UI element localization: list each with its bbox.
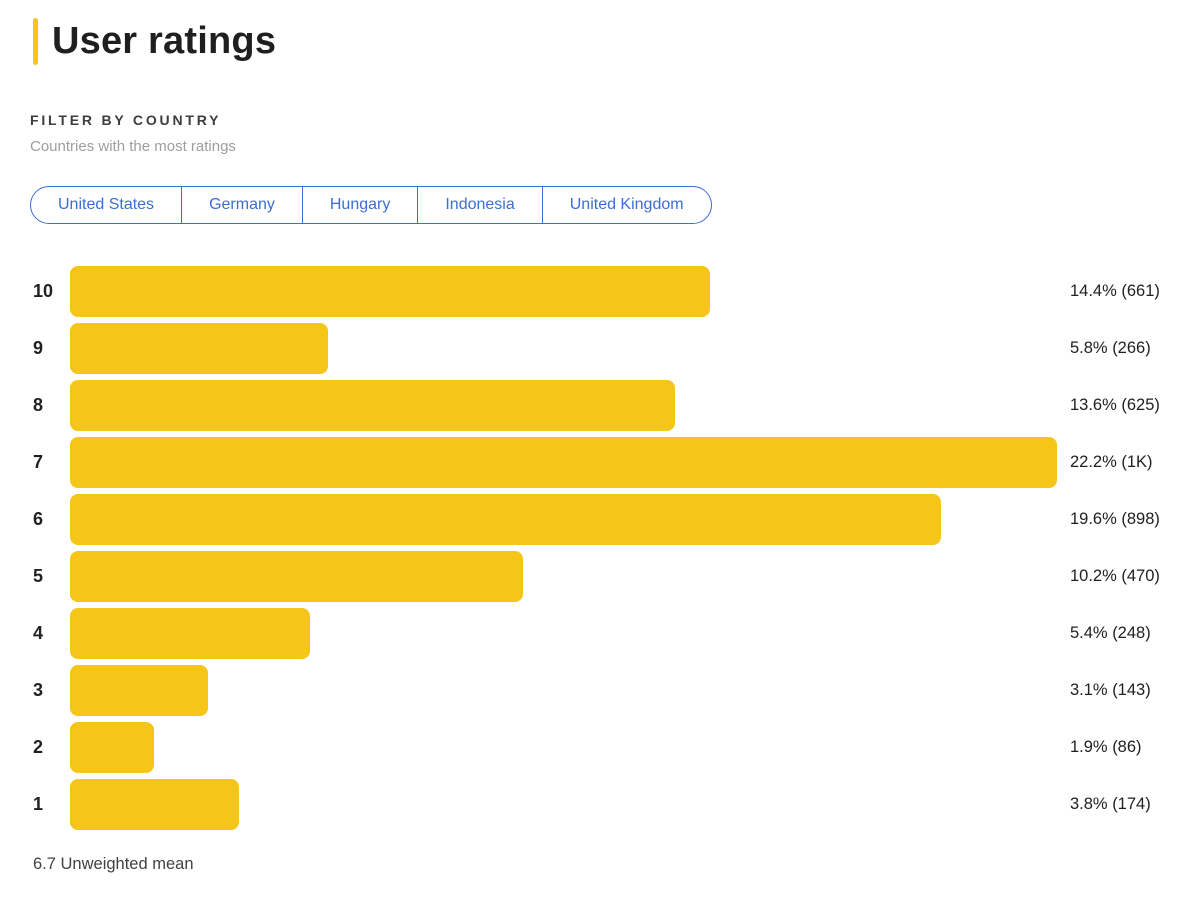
rating-bar[interactable] (70, 779, 239, 830)
rating-row: 10 14.4% (661) (30, 266, 1170, 317)
unweighted-mean-label: 6.7 Unweighted mean (33, 855, 194, 873)
rating-bar[interactable] (70, 323, 328, 374)
user-ratings-page: User ratings FILTER BY COUNTRY Countries… (30, 15, 1170, 873)
value-label: 1.9% (86) (1070, 738, 1142, 756)
bar-track (70, 722, 1057, 773)
rating-row: 6 19.6% (898) (30, 494, 1170, 545)
filter-sublabel: Countries with the most ratings (30, 138, 236, 155)
bar-track (70, 608, 1057, 659)
value-label: 5.4% (248) (1070, 624, 1151, 642)
rating-row: 4 5.4% (248) (30, 608, 1170, 659)
rating-bar[interactable] (70, 380, 675, 431)
rating-row: 9 5.8% (266) (30, 323, 1170, 374)
rating-bar[interactable] (70, 494, 942, 545)
rating-bar[interactable] (70, 722, 155, 773)
value-label: 3.1% (143) (1070, 681, 1151, 699)
rating-label: 9 (33, 338, 44, 358)
rating-label: 1 (33, 794, 44, 814)
rating-label: 3 (33, 680, 44, 700)
value-label: 22.2% (1K) (1070, 453, 1153, 471)
bar-track (70, 437, 1057, 488)
bar-track (70, 380, 1057, 431)
bar-track (70, 494, 1057, 545)
rating-bar[interactable] (70, 665, 208, 716)
country-filter-pill[interactable]: Hungary (303, 187, 419, 223)
rating-row: 8 13.6% (625) (30, 380, 1170, 431)
value-label: 10.2% (470) (1070, 567, 1160, 585)
country-filter-pill[interactable]: United Kingdom (543, 187, 711, 223)
rating-row: 2 1.9% (86) (30, 722, 1170, 773)
title-accent-bar (33, 18, 38, 65)
country-filter-group: United States Germany Hungary Indonesia … (30, 186, 712, 224)
page-header: User ratings (33, 15, 1170, 68)
rating-row: 7 22.2% (1K) (30, 437, 1170, 488)
rating-bar[interactable] (70, 608, 311, 659)
rating-label: 8 (33, 395, 44, 415)
filter-by-country-label: FILTER BY COUNTRY (30, 112, 222, 128)
bar-track (70, 551, 1057, 602)
value-label: 5.8% (266) (1070, 339, 1151, 357)
bar-track (70, 665, 1057, 716)
rating-label: 4 (33, 623, 44, 643)
country-pill-label: Indonesia (445, 196, 515, 213)
value-label: 13.6% (625) (1070, 396, 1160, 414)
country-filter-pill[interactable]: Germany (182, 187, 303, 223)
page-title: User ratings (52, 20, 277, 62)
rating-row: 5 10.2% (470) (30, 551, 1170, 602)
value-label: 14.4% (661) (1070, 282, 1160, 300)
rating-label: 10 (33, 281, 54, 301)
country-pill-label: Hungary (329, 196, 391, 213)
rating-bar[interactable] (70, 437, 1057, 488)
rating-row: 1 3.8% (174) (30, 779, 1170, 830)
country-pill-label: United Kingdom (569, 196, 684, 213)
country-pill-label: Germany (209, 196, 275, 213)
rating-row: 3 3.1% (143) (30, 665, 1170, 716)
bar-track (70, 323, 1057, 374)
rating-label: 2 (33, 737, 44, 757)
rating-bar[interactable] (70, 266, 711, 317)
bar-track (70, 266, 1057, 317)
rating-bar[interactable] (70, 551, 524, 602)
bar-track (70, 779, 1057, 830)
rating-label: 5 (33, 566, 44, 586)
rating-label: 6 (33, 509, 44, 529)
country-filter-pill[interactable]: Indonesia (418, 187, 543, 223)
value-label: 3.8% (174) (1070, 795, 1151, 813)
rating-label: 7 (33, 452, 44, 472)
value-label: 19.6% (898) (1070, 510, 1160, 528)
country-filter-pill[interactable]: United States (31, 187, 183, 223)
ratings-bar-chart: 10 14.4% (661) 9 5.8% (266) 8 13.6% (625… (30, 266, 1170, 830)
country-pill-label: United States (58, 196, 155, 213)
